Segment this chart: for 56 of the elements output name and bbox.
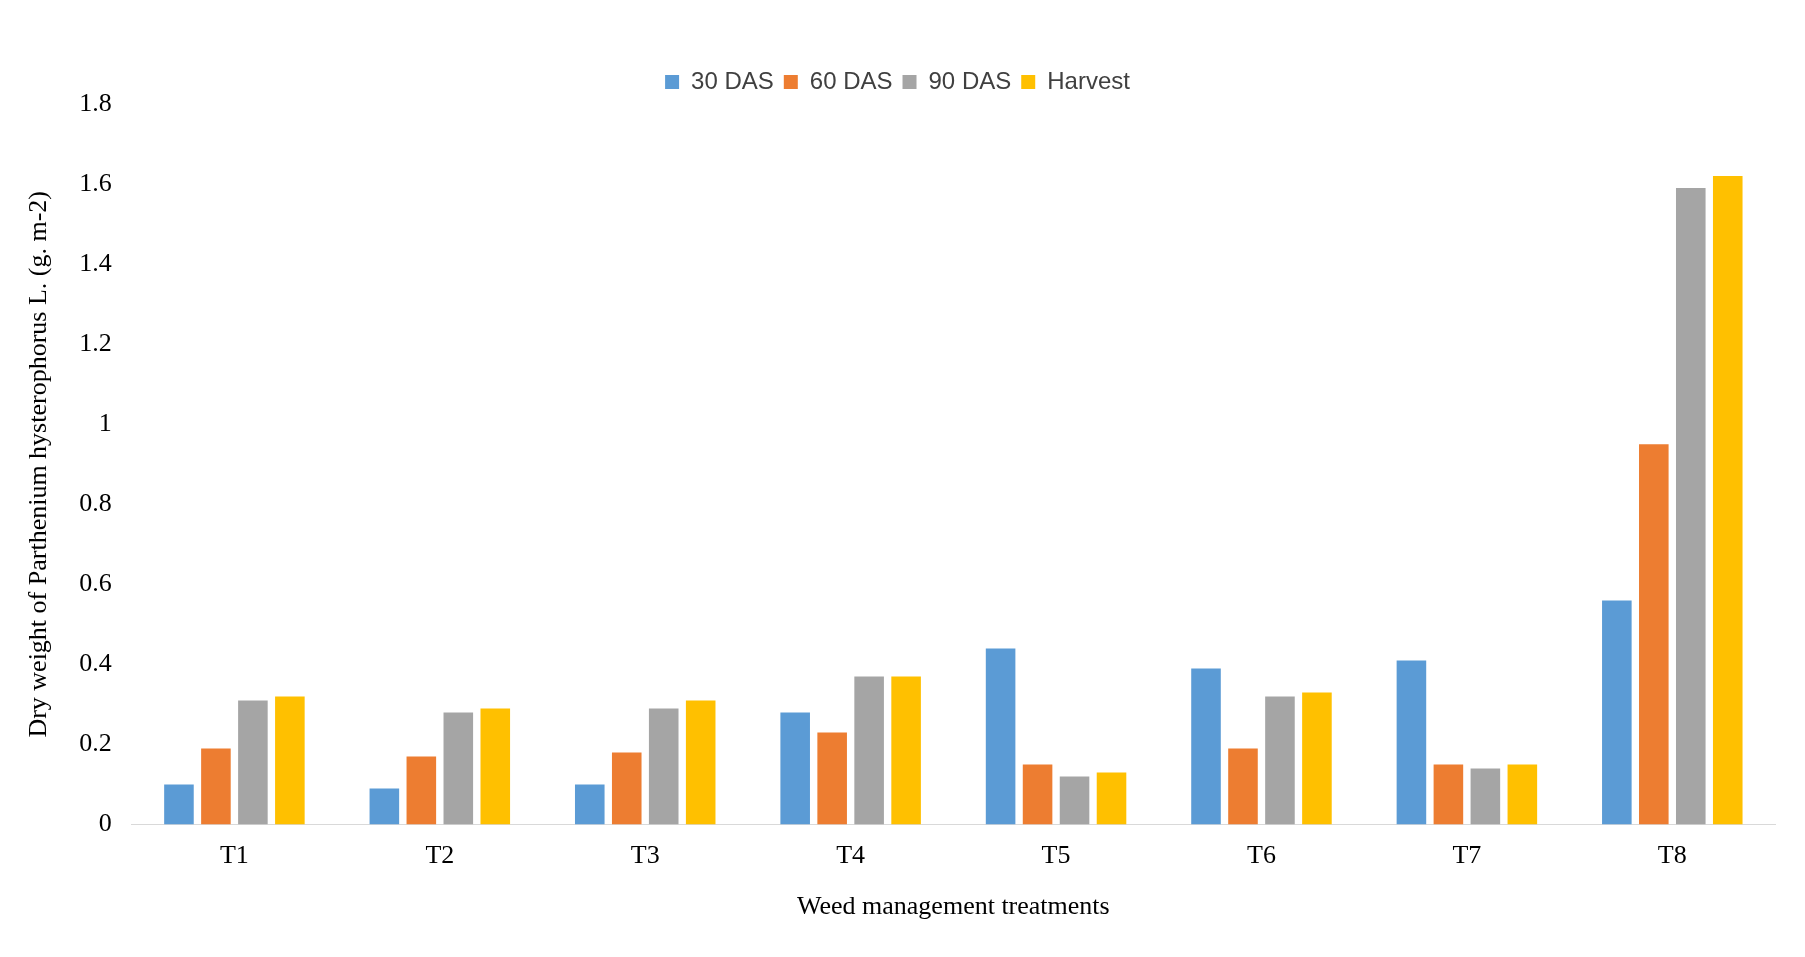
y-tick-label: 0 [98,808,112,838]
y-tick-label: 0.2 [79,728,112,758]
bar [574,784,605,825]
legend-label: 90 DAS [928,66,1012,94]
y-tick-label: 1.2 [79,328,112,358]
legend-label: Harvest [1047,66,1131,94]
bar [891,676,921,825]
legend-label: 30 DAS [691,66,774,94]
y-tick-label: 0.8 [79,488,112,518]
y-tick-label: 0.4 [79,648,112,678]
bar [1433,764,1464,825]
bar [164,784,194,825]
bar [201,748,231,825]
x-tick-label: T4 [836,840,866,870]
bar [1396,660,1427,825]
bar [238,700,268,825]
bar [1675,188,1706,825]
bar [1602,600,1632,825]
bar [1228,748,1258,825]
bar [1191,668,1221,825]
y-tick-label: 1.8 [79,87,112,117]
x-tick-label: T3 [630,840,660,870]
bar [817,732,847,825]
bar [1096,772,1127,825]
bar [1639,444,1669,825]
x-tick-label: T7 [1452,840,1482,870]
x-tick-label: T6 [1247,840,1276,870]
bar [1302,692,1332,825]
legend-label: 60 DAS [809,66,893,94]
y-tick-label: 1.4 [79,247,112,277]
bar [1265,696,1295,825]
bar [406,756,437,825]
x-axis-title: Weed management treatments [797,891,1110,921]
bar [854,676,884,825]
bar [985,648,1016,825]
bar [611,752,642,825]
bar [1022,764,1053,825]
x-tick-label: T2 [425,840,455,870]
x-tick-label: T1 [219,840,249,870]
y-tick-label: 1 [98,408,112,438]
bar [275,696,305,825]
bar [1712,176,1743,825]
x-tick-label: T8 [1657,840,1687,870]
bar [480,708,511,825]
bar [648,708,679,825]
y-axis-title: Dry weight of Parthenium hysterophorus L. (g. m-2) [23,190,53,738]
y-tick-label: 0.6 [79,568,112,598]
x-tick-label: T5 [1041,840,1071,870]
bar [685,700,716,825]
bar [1507,764,1538,825]
bar [369,788,400,825]
bar [1470,768,1501,825]
bar [1059,776,1090,825]
bar [780,712,810,825]
bar [443,712,474,825]
y-tick-label: 1.6 [79,167,112,197]
